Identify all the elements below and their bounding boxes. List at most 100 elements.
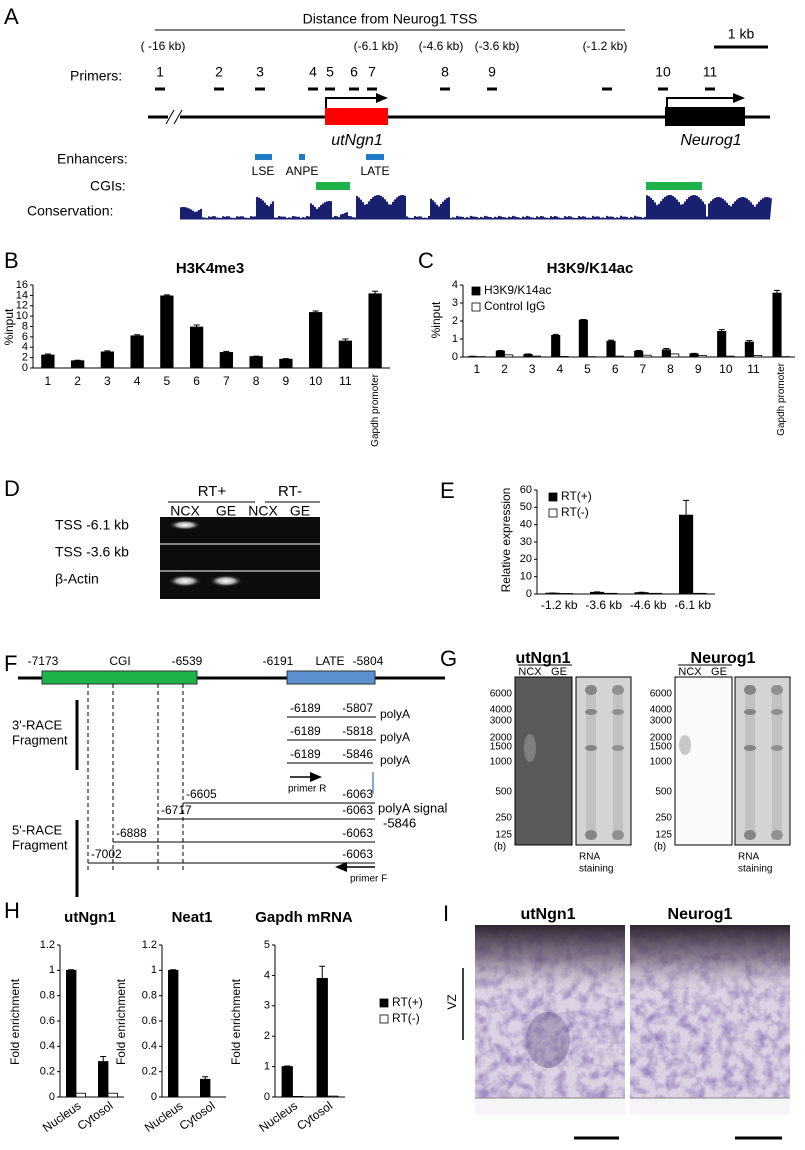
stain-band — [612, 830, 624, 840]
legend-swatch — [379, 1014, 389, 1024]
ladder-label: 250 — [495, 813, 512, 824]
bar — [772, 292, 782, 358]
x-tick-label: 8 — [253, 374, 260, 388]
y-tick-label: 1.2 — [142, 939, 157, 951]
bar — [130, 335, 144, 369]
coordinate: -6539 — [172, 654, 203, 668]
stain-band — [744, 709, 756, 715]
distance-label: ( -16 kb) — [141, 39, 186, 53]
neurog1-box — [665, 107, 745, 126]
stain-band — [771, 709, 783, 715]
cgi — [316, 182, 350, 190]
bar — [504, 354, 514, 358]
bar — [219, 352, 234, 369]
x-tick-label: 9 — [695, 362, 702, 376]
bar — [717, 331, 727, 358]
legend-label: RT(-) — [392, 1011, 420, 1025]
label: -6189 — [290, 724, 321, 738]
chart-title: Gapdh mRNA — [255, 909, 353, 926]
x-tick-label: 5 — [584, 362, 591, 376]
ladder-label: 500 — [495, 787, 512, 798]
legend-swatch — [471, 286, 481, 296]
error-bar — [163, 294, 170, 296]
label: -5818 — [342, 724, 373, 738]
x-tick-label: 11 — [747, 362, 760, 376]
label: utNgn1 — [331, 132, 383, 149]
blot-band — [679, 735, 691, 755]
coordinate: LATE — [315, 654, 344, 668]
gel-band — [209, 575, 243, 587]
label: Neurog1 — [680, 132, 741, 149]
bar — [634, 592, 649, 595]
y-tick-label: 0 — [526, 588, 532, 600]
ladder-label: 3000 — [650, 716, 673, 727]
error-bar — [608, 339, 615, 342]
tss-arrow — [376, 93, 388, 103]
panel-letter: I — [443, 901, 449, 926]
label: RNA — [579, 852, 600, 863]
legend-label: RT(-) — [561, 505, 589, 519]
error-bar — [170, 969, 177, 971]
x-tick-label: Gapdh promoter — [776, 362, 787, 435]
bar — [66, 969, 77, 1098]
bar — [292, 1095, 304, 1098]
break — [168, 110, 180, 124]
bar — [199, 1078, 211, 1098]
label: (b) — [654, 842, 666, 853]
x-tick-label: -1.2 kb — [541, 598, 578, 612]
bar — [41, 354, 55, 369]
y-axis-label: %input — [429, 301, 443, 338]
error-bar — [44, 353, 51, 356]
lane-label: GE — [711, 666, 727, 678]
primer-number: 10 — [655, 64, 671, 80]
y-tick-label: 1 — [264, 1061, 270, 1073]
y-tick-label: 2 — [264, 1030, 270, 1042]
y-tick-label: 0.2 — [40, 1066, 55, 1078]
y-tick-label: 30 — [520, 536, 532, 548]
x-tick-label: 4 — [134, 374, 141, 388]
y-tick-label: 1 — [452, 333, 458, 345]
error-bar — [74, 359, 81, 361]
panel-letter: H — [4, 898, 20, 923]
stain-smear — [586, 685, 596, 840]
x-tick-label: Nucleus — [142, 1099, 186, 1135]
bar — [642, 354, 652, 358]
gel-band — [168, 575, 202, 587]
distance-label: (-4.6 kb) — [419, 39, 464, 53]
error-bar — [718, 329, 725, 332]
label: -5807 — [342, 701, 373, 715]
primer-number: 7 — [368, 64, 376, 80]
stain-band — [744, 685, 756, 695]
lane-label: NCX — [518, 666, 542, 678]
label: RT- — [278, 483, 302, 500]
x-tick-label: 3 — [104, 374, 111, 388]
y-tick-label: 10 — [16, 310, 28, 322]
blot-band — [524, 734, 536, 762]
chart-title: utNgn1 — [64, 909, 116, 926]
x-tick-label: 8 — [667, 362, 674, 376]
ladder-label: 6000 — [650, 689, 673, 700]
error-bar — [746, 340, 753, 343]
primer-arrow — [310, 772, 322, 782]
label: VZ — [445, 994, 459, 1009]
panel-letter: G — [440, 646, 457, 671]
cgi-box — [41, 670, 198, 685]
panel-letter: F — [4, 651, 17, 676]
label: primer F — [350, 874, 387, 885]
bar — [249, 356, 263, 369]
ladder-label: 250 — [655, 813, 672, 824]
bar — [558, 593, 574, 595]
chart-title: Neat1 — [172, 909, 213, 926]
bar — [578, 319, 588, 358]
label: RNA — [738, 852, 759, 863]
y-tick-label: 50 — [520, 501, 532, 513]
x-tick-label: 7 — [639, 362, 646, 376]
y-tick-label: 4 — [264, 969, 270, 981]
legend-swatch — [471, 302, 481, 312]
label: Primers: — [70, 68, 122, 84]
bar — [670, 353, 680, 358]
bar — [697, 355, 707, 358]
ladder-label: 1000 — [490, 757, 513, 768]
